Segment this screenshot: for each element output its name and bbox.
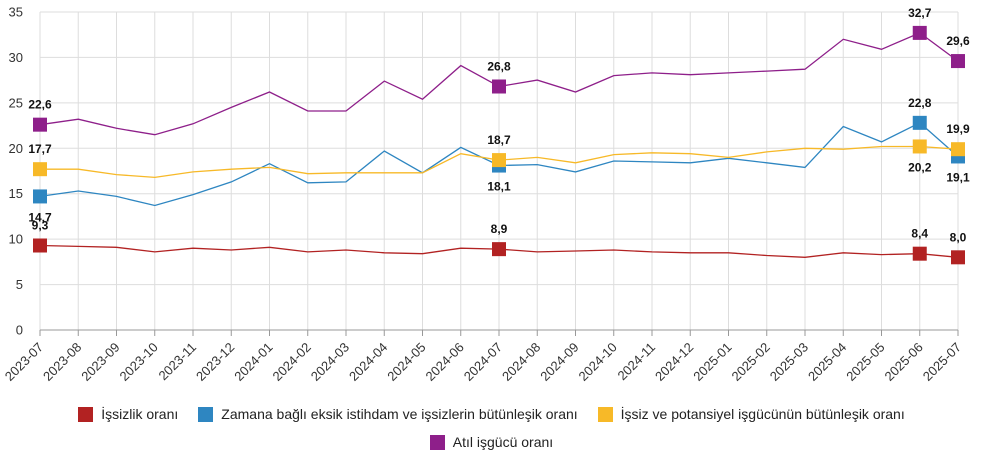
legend-swatch-potential-labour-force	[597, 406, 613, 422]
x-tick-label: 2023-11	[155, 340, 199, 384]
y-tick-label: 5	[16, 277, 23, 292]
series-marker-potential-labour-force	[33, 162, 47, 177]
series-marker-time-related-underemployment	[912, 115, 927, 130]
legend-row-1: İşsizlik oranı Zamana bağlı eksik istihd…	[0, 400, 983, 428]
data-label-time-related-underemployment: 22,8	[908, 96, 932, 110]
legend-item-time-related-underemployment[interactable]: Zamana bağlı eksik istihdam ve işsizleri…	[198, 406, 578, 422]
x-tick-label: 2025-06	[882, 340, 926, 384]
x-tick-label: 2024-06	[423, 340, 467, 384]
legend-label-labour-underutilisation: Atıl işgücü oranı	[452, 434, 554, 450]
y-tick-label: 25	[9, 95, 23, 110]
x-tick-label: 2024-03	[308, 340, 352, 384]
legend-label-potential-labour-force: İşsiz ve potansiyel işgücünün bütünleşik…	[620, 406, 905, 422]
legend: İşsizlik oranı Zamana bağlı eksik istihd…	[0, 400, 983, 456]
y-tick-label: 15	[9, 186, 23, 201]
legend-label-unemployment: İşsizlik oranı	[101, 406, 179, 422]
x-tick-label: 2025-02	[729, 340, 773, 384]
data-label-unemployment: 9,3	[32, 219, 49, 233]
legend-row-2: Atıl işgücü oranı	[0, 428, 983, 456]
x-tick-label: 2024-08	[499, 340, 543, 384]
data-label-labour-underutilisation: 32,7	[908, 6, 932, 20]
legend-item-unemployment[interactable]: İşsizlik oranı	[78, 406, 178, 422]
series-marker-labour-underutilisation	[33, 117, 47, 132]
x-tick-label: 2023-09	[78, 340, 122, 384]
series-marker-unemployment	[912, 246, 927, 261]
series-marker-unemployment	[33, 238, 47, 253]
x-axis: 2023-072023-082023-092023-102023-112023-…	[2, 329, 964, 384]
x-tick-label: 2023-12	[193, 340, 237, 384]
y-tick-label: 20	[9, 141, 23, 156]
legend-swatch-time-related-underemployment	[198, 406, 214, 422]
data-label-labour-underutilisation: 22,6	[28, 98, 52, 112]
data-label-time-related-underemployment: 19,1	[946, 170, 970, 184]
data-label-unemployment: 8,0	[950, 230, 967, 244]
y-tick-label: 30	[9, 50, 23, 65]
data-label-unemployment: 8,9	[491, 222, 508, 236]
x-tick-label: 2025-07	[920, 340, 964, 384]
series-marker-unemployment	[951, 250, 965, 265]
x-tick-label: 2024-12	[652, 340, 696, 384]
data-labels: 9,3 8,9 8,4 8,0 14,7 18,1 22,8 19,1 17,7 18,7 20,2…	[28, 6, 970, 244]
x-tick-label: 2024-07	[461, 340, 505, 384]
x-tick-label: 2024-10	[576, 340, 620, 384]
x-tick-label: 2025-04	[805, 340, 849, 384]
x-tick-label: 2023-10	[117, 340, 161, 384]
x-tick-label: 2024-05	[384, 340, 428, 384]
legend-label-time-related-underemployment: Zamana bağlı eksik istihdam ve işsizleri…	[221, 406, 578, 422]
x-tick-label: 2024-04	[346, 340, 390, 384]
series-marker-unemployment	[492, 242, 506, 257]
series-marker-labour-underutilisation	[912, 25, 927, 40]
data-label-unemployment: 8,4	[911, 227, 928, 241]
data-label-time-related-underemployment: 14,7	[28, 210, 52, 224]
grid-lines	[39, 11, 959, 331]
x-tick-label: 2023-07	[2, 340, 46, 384]
series-marker-labour-underutilisation	[951, 54, 965, 69]
series-marker-labour-underutilisation	[492, 79, 506, 94]
x-tick-label: 2024-02	[270, 340, 314, 384]
legend-item-labour-underutilisation[interactable]: Atıl işgücü oranı	[429, 434, 554, 450]
x-tick-label: 2023-08	[40, 340, 84, 384]
y-tick-label: 0	[16, 323, 23, 338]
x-tick-label: 2024-11	[614, 340, 658, 384]
series-marker-potential-labour-force	[951, 142, 965, 157]
data-label-potential-labour-force: 20,2	[908, 160, 932, 174]
data-label-potential-labour-force: 19,9	[946, 122, 970, 136]
y-tick-label: 10	[9, 232, 23, 247]
data-label-time-related-underemployment: 18,1	[487, 180, 511, 194]
y-tick-label: 35	[9, 5, 23, 20]
x-tick-label: 2025-05	[843, 340, 887, 384]
x-tick-label: 2024-01	[231, 340, 275, 384]
legend-item-potential-labour-force[interactable]: İşsiz ve potansiyel işgücünün bütünleşik…	[597, 406, 905, 422]
x-tick-label: 2025-01	[690, 340, 734, 384]
y-axis: 0 5 10 15 20 25 30 35	[9, 5, 23, 338]
plot-area	[33, 25, 965, 265]
data-label-labour-underutilisation: 26,8	[487, 60, 511, 74]
series-marker-potential-labour-force	[912, 139, 927, 154]
series-marker-time-related-underemployment	[33, 189, 47, 204]
data-label-potential-labour-force: 17,7	[28, 142, 52, 156]
x-tick-label: 2025-03	[767, 340, 811, 384]
legend-swatch-labour-underutilisation	[429, 434, 445, 450]
data-label-potential-labour-force: 18,7	[487, 133, 511, 147]
legend-swatch-unemployment	[78, 406, 94, 422]
data-label-labour-underutilisation: 29,6	[946, 34, 970, 48]
series-marker-potential-labour-force	[492, 153, 506, 168]
x-tick-label: 2024-09	[537, 340, 581, 384]
